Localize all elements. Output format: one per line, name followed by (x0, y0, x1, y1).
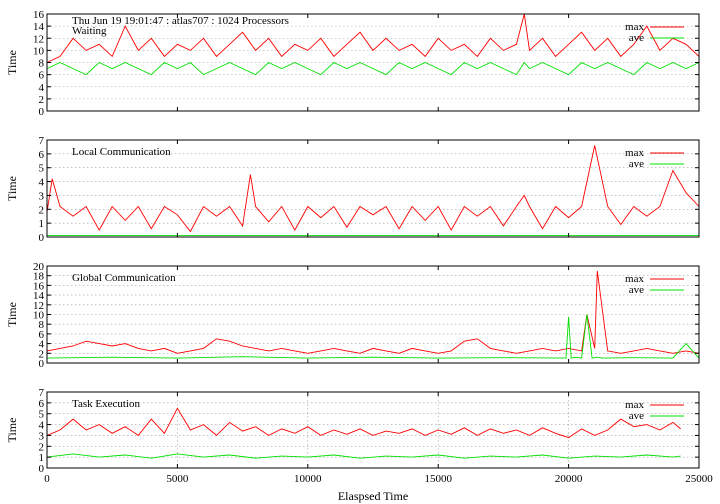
panel-1-ytick-label-6: 6 (39, 149, 45, 161)
panel-1-legend-max-label: max (625, 147, 644, 159)
panel-0-ytick-label-4: 8 (39, 58, 45, 70)
panel-0-series-max (46, 13, 700, 63)
panel-3-ytick-label-0: 0 (39, 463, 45, 475)
panel-2-ylabel: Time (5, 302, 19, 327)
panel-2-series-max (46, 270, 700, 354)
panel-3-legend-ave-label: ave (629, 410, 644, 422)
panel-3-frame (46, 391, 700, 469)
panel-2-legend-ave-label: ave (629, 284, 644, 296)
xtick-label-1: 5000 (166, 473, 189, 485)
panel-1-ytick-label-5: 5 (39, 163, 45, 175)
panel-0-legend-ave-label: ave (629, 32, 644, 44)
panel-2-ytick-label-9: 18 (33, 271, 45, 283)
panel-3-ytick-label-6: 6 (39, 398, 45, 410)
panel-0-ytick-label-3: 6 (39, 70, 45, 82)
panel-3-series-max (46, 407, 681, 439)
panel-1-frame (46, 139, 700, 238)
panel-3-ytick-label-1: 1 (39, 452, 45, 464)
panel-2-ytick-label-8: 16 (33, 280, 45, 292)
panel-0-series-ave (46, 61, 700, 76)
panel-2-ytick-label-5: 10 (33, 310, 45, 322)
panel-0-ytick-label-7: 14 (33, 21, 45, 33)
panel-3-ylabel: Time (5, 418, 19, 443)
panel-1-ytick-label-4: 4 (39, 177, 45, 189)
panel-0-ytick-label-8: 16 (33, 9, 45, 21)
xtick-label-5: 25000 (685, 473, 713, 485)
panel-1-ylabel: Time (5, 176, 19, 201)
panel-0-legend-max-label: max (625, 21, 644, 33)
panel-1-label: Local Communication (72, 146, 171, 158)
panel-2-ytick-label-10: 20 (33, 261, 45, 273)
panel-2-ytick-label-6: 12 (33, 300, 44, 312)
panel-1-ytick-label-1: 1 (39, 218, 45, 230)
panel-0-ytick-label-0: 0 (39, 106, 45, 118)
panel-1-ytick-label-7: 7 (39, 135, 45, 147)
panel-2-ytick-label-7: 14 (33, 290, 45, 302)
panel-0-frame (46, 13, 700, 112)
panel-2-ytick-label-4: 8 (39, 319, 45, 331)
panel-2-ytick-label-3: 6 (39, 329, 45, 341)
xtick-label-2: 10000 (294, 473, 322, 485)
panel-1-ytick-label-2: 2 (39, 204, 45, 216)
panel-1-series-max (46, 145, 700, 233)
panel-2-ytick-label-2: 4 (39, 339, 45, 351)
panel-3-ytick-label-7: 7 (39, 387, 45, 399)
panel-0-ytick-label-5: 10 (33, 45, 45, 57)
xtick-label-0: 0 (44, 473, 50, 485)
panel-0-ylabel: Time (5, 50, 19, 75)
panel-1-ytick-label-0: 0 (39, 232, 45, 244)
panel-0-ytick-label-1: 2 (39, 94, 45, 106)
panel-0-ytick-label-6: 12 (33, 33, 44, 45)
panel-3-label: Task Execution (72, 398, 140, 410)
chart-header: Thu Jun 19 19:01:47 : atlas707 : 1024 Pr… (72, 15, 289, 27)
x-axis-title: Elaspsed Time (338, 489, 408, 503)
panel-0-ytick-label-2: 4 (39, 82, 45, 94)
panel-2-series-ave (46, 314, 700, 359)
panel-2-ytick-label-1: 2 (39, 348, 45, 360)
panel-1-ytick-label-3: 3 (39, 190, 45, 202)
panel-3-ytick-label-4: 4 (39, 420, 45, 432)
panel-3-ytick-label-5: 5 (39, 409, 45, 421)
panel-2-label: Global Communication (72, 272, 176, 284)
panel-1-legend-ave-label: ave (629, 158, 644, 170)
panel-3-series-ave (46, 453, 681, 459)
panel-3-ytick-label-2: 2 (39, 441, 45, 453)
panel-0-label: Waiting (72, 25, 107, 37)
xtick-label-4: 20000 (555, 473, 583, 485)
panel-2-ytick-label-0: 0 (39, 358, 45, 370)
xtick-label-3: 15000 (424, 473, 452, 485)
panel-3-ytick-label-3: 3 (39, 430, 45, 442)
panel-2-legend-max-label: max (625, 273, 644, 285)
panel-3-legend-max-label: max (625, 399, 644, 411)
